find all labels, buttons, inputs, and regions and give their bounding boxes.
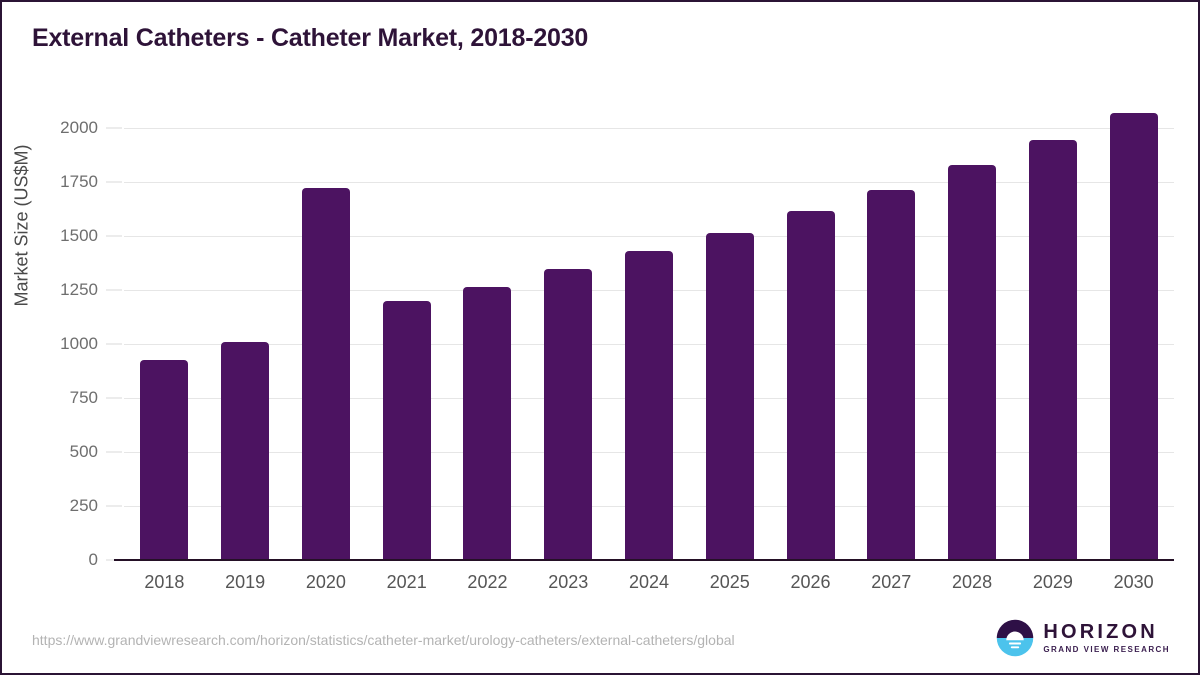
brand-name: HORIZON [1043,621,1158,643]
gridline [124,128,1174,129]
bar-series [124,113,1174,560]
x-axis-tick-label: 2022 [467,572,508,592]
bar-2023[interactable] [544,269,593,560]
bar-slot [609,128,690,560]
bar-2028[interactable] [948,165,997,560]
bar-slot [1093,113,1174,560]
bar-2026[interactable] [786,210,835,560]
gridline [124,236,1174,237]
bar-2024[interactable] [624,250,673,560]
bar-2021[interactable] [382,300,431,560]
bar-slot [447,128,528,560]
y-axis-tick-label: 0 [88,550,98,569]
brand-logo: HORIZON GRAND VIEW RESEARCH [996,619,1170,657]
bar-2029[interactable] [1028,140,1077,560]
y-axis-tick-mark [106,289,122,291]
source-url[interactable]: https://www.grandviewresearch.com/horizo… [32,632,735,648]
x-axis-tick-label: 2026 [790,572,831,592]
y-axis-ticks: 0 250 500 750 1000 1250 1500 1750 2000 [2,118,124,569]
brand-text: HORIZON GRAND VIEW RESEARCH [1043,622,1170,654]
x-axis-tick-label: 2018 [144,572,185,592]
y-axis-tick-mark [106,235,122,237]
y-axis-tick-mark [106,343,122,345]
y-axis-tick-label: 1500 [60,226,98,245]
y-axis-tick-label: 1250 [60,280,98,299]
x-axis-tick-label: 2024 [628,572,670,592]
x-axis-tick-label: 2029 [1032,572,1073,592]
bar-2018[interactable] [140,360,189,560]
y-axis-tick-label: 250 [69,496,98,515]
x-axis-tick-label: 2020 [305,572,346,592]
bar-slot [286,128,367,560]
horizon-logo-icon [997,619,1034,657]
x-axis-tick-label: 2027 [871,572,912,592]
bar-2022[interactable] [463,286,512,560]
bar-slot [366,128,447,560]
y-axis-tick-mark [106,181,122,183]
y-axis-tick-mark [106,451,122,453]
bar-2025[interactable] [705,233,754,560]
y-axis-label: Market Size (US$M) [11,144,32,307]
x-axis-tick-label: 2025 [709,572,750,592]
y-axis-tick-label: 2000 [60,118,98,137]
x-axis-ticks: 2018 2019 2020 2021 2022 2023 2024 2025 2026 2027… [124,572,1174,602]
y-axis-tick-label: 1750 [60,172,98,191]
y-axis-tick-label: 500 [69,442,98,461]
bar-slot [851,128,932,560]
bar-slot [770,128,851,560]
y-axis-tick-mark [106,127,122,129]
gridline [124,182,1174,183]
bar-slot [528,128,609,560]
bar-2027[interactable] [867,189,916,560]
x-axis-tick-label: 2028 [952,572,993,592]
bar-2020[interactable] [301,188,350,560]
x-axis-tick-label: 2021 [386,572,427,592]
bar-slot [689,128,770,560]
x-axis-tick-label: 2023 [548,572,589,592]
x-axis-tick-label: 2030 [1113,572,1154,592]
bar-slot [1012,128,1093,560]
bar-2030[interactable] [1109,113,1158,560]
y-axis-tick-label: 1000 [60,334,98,353]
bar-slot [205,128,286,560]
brand-tagline: GRAND VIEW RESEARCH [1043,645,1170,654]
bar-slot [124,128,205,560]
x-axis-tick-label: 2019 [225,572,266,592]
page-title: External Catheters - Catheter Market, 20… [32,24,589,52]
bar-2019[interactable] [221,342,270,560]
x-axis-line [114,559,1174,561]
y-axis-tick-label: 750 [69,388,98,407]
bar-slot [932,128,1013,560]
y-axis-tick-mark [106,505,122,507]
y-axis-tick-mark [106,397,122,399]
